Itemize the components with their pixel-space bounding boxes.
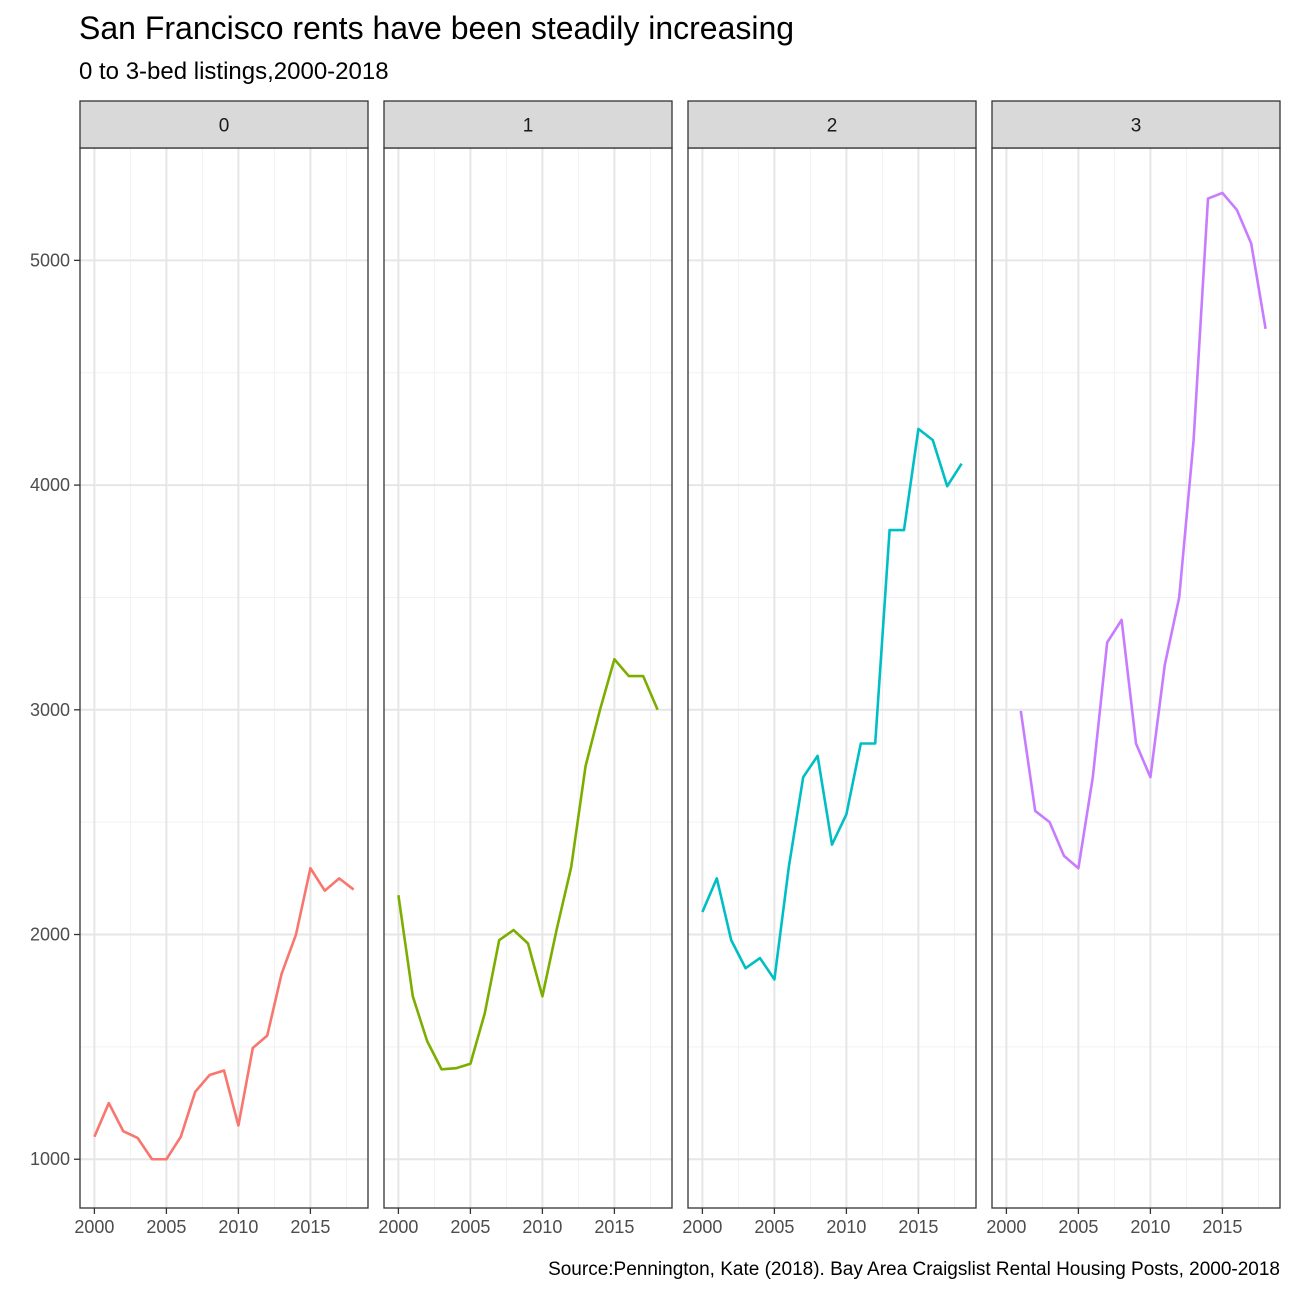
x-tick-label: 2000 — [986, 1217, 1026, 1237]
facet-panel-1: 1 2000 2005 2010 2015 — [378, 101, 672, 1237]
x-tick-label: 2000 — [682, 1217, 722, 1237]
series-line-0 — [94, 868, 353, 1159]
facet-strip-label: 1 — [523, 116, 534, 137]
x-tick-label: 2005 — [1058, 1217, 1098, 1237]
chart-caption: Source:Pennington, Kate (2018). Bay Area… — [548, 1259, 1280, 1281]
y-tick-label: 2000 — [30, 925, 70, 945]
x-tick-label: 2015 — [290, 1217, 330, 1237]
series-line-1 — [398, 659, 657, 1069]
x-tick-label: 2000 — [378, 1217, 418, 1237]
facet-strip-label: 0 — [219, 116, 230, 137]
x-tick-label: 2000 — [74, 1217, 114, 1237]
x-tick-label: 2010 — [522, 1217, 562, 1237]
x-tick-label: 2015 — [1202, 1217, 1242, 1237]
facet-panel-3: 3 2000 2005 2010 2015 — [986, 101, 1280, 1237]
y-tick-label: 1000 — [30, 1149, 70, 1169]
panel-border — [80, 148, 368, 1208]
x-tick-label: 2015 — [898, 1217, 938, 1237]
x-tick-label: 2015 — [594, 1217, 634, 1237]
y-tick-label: 4000 — [30, 475, 70, 495]
facet-strip-label: 2 — [827, 116, 838, 137]
panel-border — [688, 148, 976, 1208]
x-tick-label: 2005 — [146, 1217, 186, 1237]
y-tick-label: 5000 — [30, 250, 70, 270]
facet-panel-2: 2 2000 2005 2010 2015 — [682, 101, 976, 1237]
facet-panel-0: 0 2000 2005 2010 2015 — [74, 101, 368, 1237]
x-tick-label: 2010 — [1130, 1217, 1170, 1237]
x-tick-label: 2005 — [450, 1217, 490, 1237]
x-tick-label: 2005 — [754, 1217, 794, 1237]
panel-border — [384, 148, 672, 1208]
facet-strip-label: 3 — [1131, 116, 1142, 137]
panel-border — [992, 148, 1280, 1208]
x-tick-label: 2010 — [826, 1217, 866, 1237]
series-line-2 — [702, 429, 961, 980]
y-tick-label: 3000 — [30, 700, 70, 720]
x-tick-label: 2010 — [218, 1217, 258, 1237]
series-line-3 — [1021, 193, 1266, 868]
